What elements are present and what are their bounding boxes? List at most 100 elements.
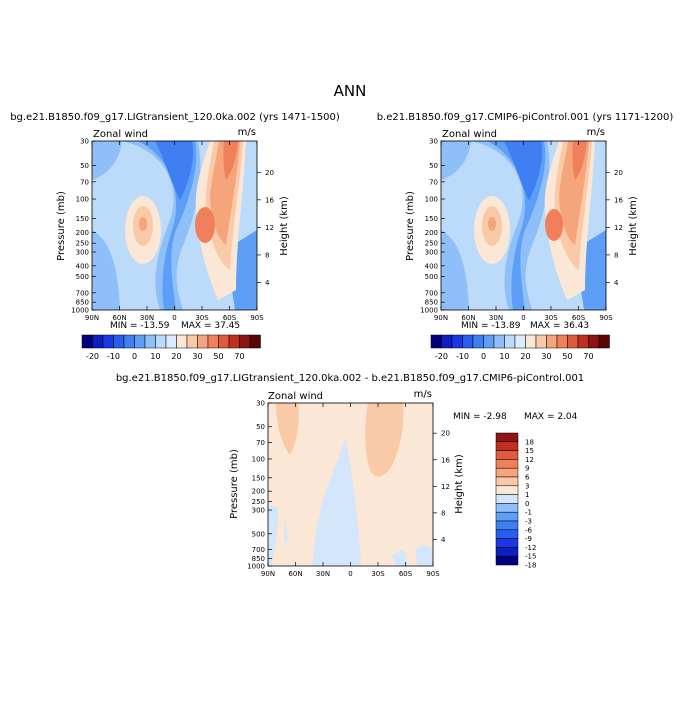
colorbar-label: -20 [86, 352, 99, 361]
x-tick-label: 60N [461, 314, 475, 322]
colorbar-swatch [495, 529, 519, 539]
colorbar-swatch [495, 450, 519, 460]
x-tick-label: 0 [521, 314, 525, 322]
colorbar-label: -15 [525, 553, 536, 561]
colorbar-swatch [493, 334, 505, 349]
min-label: MIN = -2.98 [453, 412, 507, 422]
y2-tick-label: 20 [265, 169, 274, 177]
y2-tick-labels: 20 16 12 8 4 [257, 169, 274, 287]
x-tick-label: 60N [288, 570, 302, 578]
colorbar-swatch [556, 334, 568, 349]
colorbar-swatch [495, 467, 519, 478]
colorbar-label: 3 [525, 482, 529, 490]
y-tick-label: 100 [252, 455, 265, 463]
panel-title: bg.e21.B1850.f09_g17.LIGtransient_120.0k… [10, 112, 340, 123]
colorbar-label: 15 [525, 447, 534, 455]
colorbar-swatch [598, 334, 610, 349]
x-tick-label: 90S [426, 570, 440, 578]
colorbar-label: 50 [213, 352, 223, 361]
panel-title: b.e21.B1850.f09_g17.CMIP6-piControl.001 … [377, 112, 674, 123]
y-tick-label: 70 [256, 439, 265, 447]
colorbar-swatch [155, 334, 167, 349]
x-tick-label: 60S [572, 314, 586, 322]
colorbar-label: 9 [525, 465, 529, 473]
x-tick-labels: 90N 60N 30N 0 30S 60S 90S [261, 403, 440, 578]
units-label: m/s [587, 127, 605, 138]
colorbar-swatch [495, 494, 519, 504]
colorbar-label: 0 [525, 500, 529, 508]
contour-field [268, 403, 433, 566]
colorbar-swatch [546, 334, 558, 349]
x-tick-label: 90N [261, 570, 275, 578]
contour-field [441, 141, 606, 310]
units-label: m/s [238, 127, 256, 138]
colorbar-label: 6 [525, 474, 530, 482]
colorbar-swatch [81, 334, 93, 349]
colorbar-swatch [495, 459, 519, 469]
y-tick-label: 70 [429, 178, 438, 186]
y-tick-label: 1000 [71, 307, 89, 315]
y2-tick-label: 20 [614, 169, 623, 177]
y-tick-label: 50 [429, 162, 438, 170]
y-tick-label: 30 [429, 138, 438, 146]
colorbar-label: 20 [171, 352, 181, 361]
x-tick-label: 60S [399, 570, 413, 578]
colorbar-swatch [207, 334, 219, 349]
y2-tick-label: 8 [441, 509, 445, 517]
y-tick-label: 250 [76, 240, 89, 248]
y2-tick-label: 16 [614, 196, 623, 204]
colorbar-label: 12 [525, 456, 534, 464]
x-tick-label: 60N [112, 314, 126, 322]
y-tick-label: 150 [76, 215, 89, 223]
x-tick-labels: 90N 60N 30N 0 30S 60S 90S [434, 141, 613, 322]
y-tick-label: 250 [252, 498, 265, 506]
panel-title: bg.e21.B1850.f09_g17.LIGtransient_120.0k… [116, 373, 584, 384]
colorbar-label: -12 [525, 544, 536, 552]
y2-tick-label: 16 [441, 456, 450, 464]
y-tick-label: 700 [425, 289, 438, 297]
colorbar-swatch [123, 334, 135, 349]
colorbar-swatch [134, 334, 146, 349]
y-tick-label: 200 [425, 229, 438, 237]
x-tick-label: 30N [489, 314, 503, 322]
y-tick-label: 850 [252, 555, 265, 563]
y-tick-label: 150 [425, 215, 438, 223]
y-tick-label: 500 [252, 530, 265, 538]
colorbar-swatch [186, 334, 198, 349]
y2-tick-label: 8 [265, 251, 269, 259]
y-tick-label: 850 [76, 299, 89, 307]
y-tick-label: 150 [252, 474, 265, 482]
colorbar-label: -9 [525, 535, 532, 543]
colorbar-label: -6 [525, 526, 533, 534]
colorbar-label: 70 [234, 352, 244, 361]
y-tick-label: 700 [252, 546, 265, 554]
panel-difference: bg.e21.B1850.f09_g17.LIGtransient_120.0k… [116, 373, 584, 578]
x-tick-label: 30N [140, 314, 154, 322]
y-tick-label: 300 [425, 248, 438, 256]
colorbar-label: -1 [525, 509, 532, 517]
colorbar-swatch [483, 334, 495, 349]
colorbar-swatch [239, 334, 251, 349]
colorbar-swatch [495, 555, 519, 566]
colorbar-label: 20 [520, 352, 530, 361]
colorbar-swatch [113, 334, 125, 349]
y-tick-label: 100 [425, 196, 438, 204]
y-tick-label: 100 [76, 196, 89, 204]
y-tick-label: 850 [425, 299, 438, 307]
colorbar-swatch [495, 476, 519, 487]
colorbar-label: -20 [435, 352, 448, 361]
colorbar-label: 50 [562, 352, 572, 361]
y-tick-label: 30 [256, 400, 265, 408]
panel-lig: bg.e21.B1850.f09_g17.LIGtransient_120.0k… [10, 112, 340, 361]
left-label: Zonal wind [93, 129, 148, 140]
y-axis-label: Pressure (mb) [229, 449, 240, 519]
colorbar-label: 0 [481, 352, 486, 361]
colorbar-label: 30 [192, 352, 202, 361]
colorbar-swatch [525, 334, 537, 349]
colorbar-label: 18 [525, 438, 534, 446]
colorbar-swatch [495, 503, 519, 513]
colorbar-swatch [514, 334, 526, 349]
x-tick-label: 60S [223, 314, 237, 322]
colorbar-swatch [495, 520, 519, 531]
